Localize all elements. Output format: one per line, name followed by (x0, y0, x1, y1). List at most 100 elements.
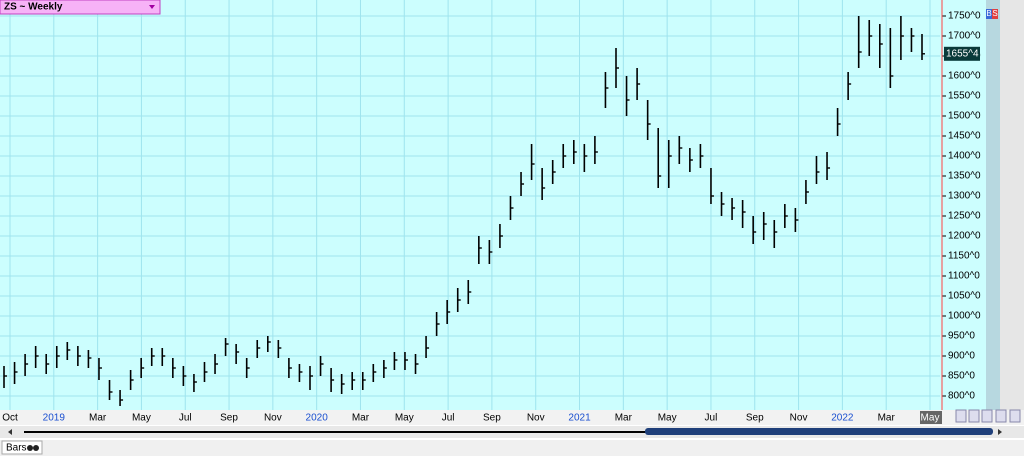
y-tick-label: 1300^0 (948, 191, 981, 202)
x-tick-label: May (132, 413, 151, 424)
ohlc-bar (98, 358, 102, 380)
ohlc-bar (921, 34, 925, 60)
y-tick-label: 950^0 (948, 331, 975, 342)
tool-button[interactable] (955, 409, 967, 423)
ohlc-bar (13, 362, 18, 384)
ohlc-bar (488, 240, 493, 264)
ohlc-bar (541, 168, 546, 200)
tool-button[interactable] (981, 409, 993, 423)
ohlc-bar (24, 354, 29, 376)
status-icon (27, 445, 33, 451)
ohlc-bar (699, 144, 704, 168)
ohlc-bar (383, 360, 387, 378)
ohlc-bar (66, 342, 71, 360)
current-period-bg (920, 411, 942, 424)
ohlc-bar (393, 352, 398, 370)
status-icon (33, 445, 39, 451)
ohlc-bar (826, 152, 831, 180)
status-box[interactable] (1, 440, 43, 455)
ohlc-bar (266, 336, 271, 352)
ohlc-bar (277, 340, 282, 358)
ohlc-bar (108, 380, 113, 400)
ohlc-bar (425, 336, 430, 358)
ohlc-bar (309, 366, 313, 390)
side-gutter (1000, 0, 1024, 410)
side-panel (986, 0, 1000, 410)
ohlc-bar (298, 364, 303, 382)
ohlc-bar (372, 364, 377, 382)
ohlc-bar (55, 346, 60, 368)
title-box[interactable] (0, 0, 161, 15)
last-price-box (944, 46, 980, 61)
y-tick-label: 1450^0 (948, 131, 981, 142)
tool-button[interactable] (968, 409, 980, 423)
ohlc-bar (773, 220, 778, 248)
ohlc-bar (319, 356, 324, 376)
dropdown-arrow (149, 5, 155, 9)
scroll-left[interactable] (8, 429, 12, 435)
tool-button[interactable] (1009, 409, 1021, 423)
x-tick-label: May (921, 413, 940, 424)
y-tick-label: 1250^0 (948, 211, 981, 222)
x-tick-label: 2019 (43, 413, 66, 424)
price-axis-bg (942, 0, 986, 410)
ohlc-bar (330, 368, 335, 392)
y-tick-label: 1350^0 (948, 171, 981, 182)
ohlc-bar (235, 344, 240, 364)
ohlc-bar (710, 168, 714, 204)
ohlc-bar (667, 140, 672, 188)
buy-button[interactable] (986, 9, 992, 19)
ohlc-bar (77, 346, 81, 366)
ohlc-bar (129, 370, 134, 390)
ohlc-bar (551, 160, 556, 184)
ohlc-bar (720, 192, 725, 216)
scroll-thumb[interactable] (645, 428, 993, 435)
x-tick-label: Sep (746, 413, 764, 424)
ohlc-bar (140, 358, 145, 378)
y-tick-label: 800^0 (948, 391, 975, 402)
x-tick-label: Nov (527, 413, 545, 424)
ohlc-bar (87, 350, 92, 368)
ohlc-bar (193, 374, 197, 392)
x-tick-label: Sep (220, 413, 238, 424)
ohlc-bar (815, 156, 820, 184)
ohlc-bar (889, 28, 894, 88)
scroll-right[interactable] (998, 429, 1002, 435)
ohlc-bar (446, 300, 451, 324)
y-tick-label: 1000^0 (948, 311, 981, 322)
ohlc-bar (499, 224, 503, 248)
x-tick-label: Mar (89, 413, 107, 424)
tool-button[interactable] (995, 409, 1007, 423)
ohlc-bar (478, 236, 482, 264)
ohlc-bar (878, 24, 883, 68)
ohlc-bar (646, 100, 651, 140)
ohlc-bar (583, 144, 588, 172)
ohlc-bar (203, 362, 208, 382)
x-tick-label: 2022 (831, 413, 854, 424)
y-tick-label: 1700^0 (948, 31, 981, 42)
ohlc-bar (456, 288, 461, 312)
ohlc-bar (182, 366, 187, 386)
ohlc-bar (857, 16, 862, 68)
ohlc-bar (836, 108, 841, 136)
x-tick-label: Sep (483, 413, 501, 424)
x-tick-label: Nov (790, 413, 808, 424)
ohlc-bar (900, 16, 904, 60)
ohlc-bar (224, 338, 229, 356)
ohlc-bar (847, 72, 852, 100)
ohlc-bar (45, 354, 50, 374)
x-tick-label: May (658, 413, 677, 424)
x-tick-label: Jul (705, 413, 718, 424)
ohlc-bar (435, 312, 440, 336)
y-tick-label: 1150^0 (948, 251, 980, 262)
buy-label: B (986, 9, 991, 18)
x-tick-label: Jul (442, 413, 455, 424)
x-tick-label: Oct (2, 413, 18, 424)
sell-button[interactable] (992, 9, 998, 19)
time-axis-bg (0, 410, 1024, 425)
status-bar (0, 440, 1024, 456)
y-tick-label: 1750^0 (948, 11, 981, 22)
ohlc-bar (594, 136, 598, 164)
ohlc-bar (119, 390, 124, 406)
y-tick-label: 900^0 (948, 351, 975, 362)
